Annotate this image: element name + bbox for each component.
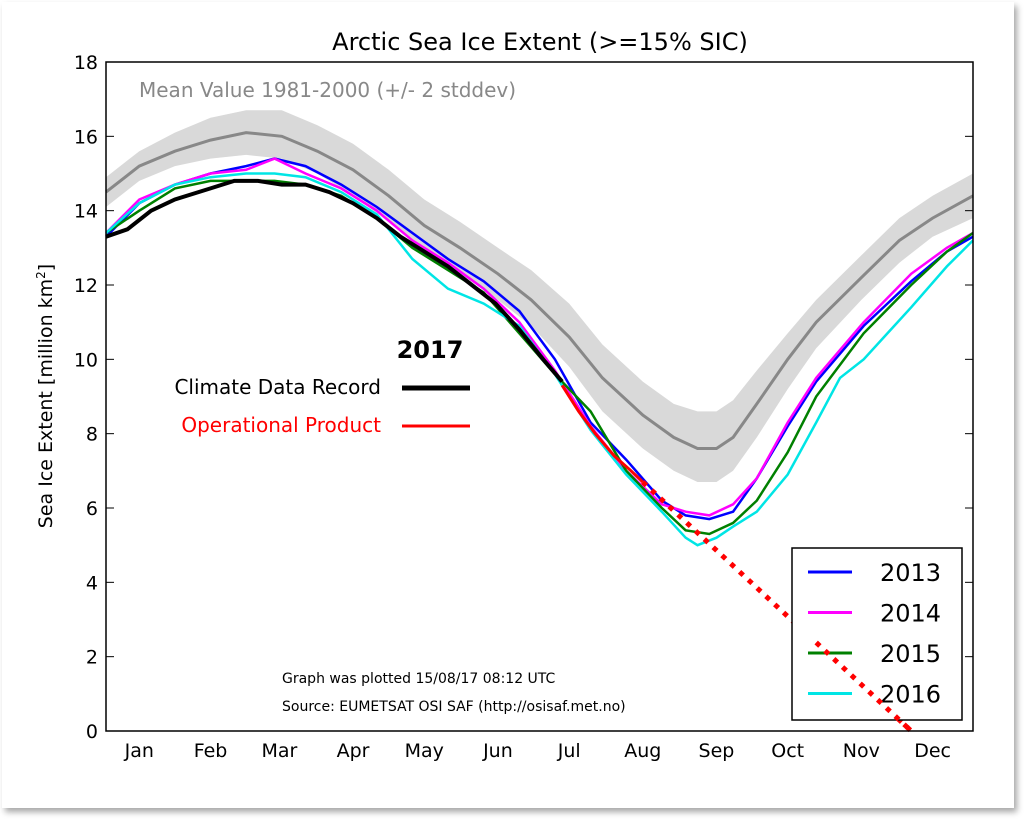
legend-label-2014: 2014 xyxy=(880,600,941,628)
x-tick-label: May xyxy=(405,740,444,762)
mean-stddev-band xyxy=(106,110,973,483)
x-tick-label: Feb xyxy=(194,740,228,762)
chart-title: Arctic Sea Ice Extent (>=15% SIC) xyxy=(332,28,748,56)
plot-area-border xyxy=(105,61,974,732)
legend-label-2013: 2013 xyxy=(880,559,941,587)
y-tick-label: 10 xyxy=(74,349,98,371)
y-axis-label-text: Sea Ice Extent [million km xyxy=(35,279,57,528)
series-layer xyxy=(105,157,974,733)
legend-label-2015: 2015 xyxy=(880,640,941,668)
mean-line xyxy=(105,131,974,450)
mean-band-layer xyxy=(105,110,974,483)
y-tick-label: 12 xyxy=(74,275,98,297)
series-line-2016 xyxy=(105,172,974,547)
y-axis-label-superscript: 2 xyxy=(34,271,48,279)
y-tick-label: 14 xyxy=(74,201,98,223)
series-line-2017-cdr xyxy=(105,178,564,383)
y-tick-label: 0 xyxy=(86,721,98,743)
x-tick-label: Mar xyxy=(261,740,297,762)
series-line-2017-operational xyxy=(560,384,644,484)
x-tick-label: Apr xyxy=(337,740,370,762)
y-tick-label: 18 xyxy=(74,52,98,74)
x-tick-label: Aug xyxy=(624,740,661,762)
legend-label-2016: 2016 xyxy=(880,681,941,709)
x-tick-label: Nov xyxy=(843,740,880,762)
legend-2017-title: 2017 xyxy=(397,336,464,364)
legend-op-label: Operational Product xyxy=(181,413,381,437)
y-tick-label: 6 xyxy=(86,498,98,520)
y-tick-label: 16 xyxy=(74,126,98,148)
y-tick-label: 4 xyxy=(86,572,98,594)
y-axis-label: Sea Ice Extent [million km2] xyxy=(34,264,57,528)
x-axis: Jan Feb Mar Apr May Jun Jul Aug Sep Oct Nov Dec xyxy=(124,740,951,762)
y-tick-label: 2 xyxy=(86,647,98,669)
x-tick-label: Jul xyxy=(557,740,581,762)
legend-cdr-label: Climate Data Record xyxy=(174,375,381,399)
mean-value-label: Mean Value 1981-2000 (+/- 2 stddev) xyxy=(139,78,516,102)
x-tick-label: Sep xyxy=(699,740,735,762)
trend-projection-overlay xyxy=(814,640,913,733)
series-line-2013 xyxy=(105,157,974,521)
plot-notes: Graph was plotted 15/08/17 08:12 UTC Sou… xyxy=(282,671,626,715)
x-tick-label: Oct xyxy=(771,740,804,762)
legend-years: 2013 2014 2015 2016 xyxy=(791,547,963,733)
y-tick-label: 8 xyxy=(86,424,98,446)
y-axis-label-close: ] xyxy=(35,264,57,271)
source-note: Source: EUMETSAT OSI SAF (http://osisaf.… xyxy=(282,699,626,715)
legend-2017: 2017 Climate Data Record Operational Pro… xyxy=(174,336,470,437)
legend-box xyxy=(791,547,963,721)
y-axis: 0 2 4 6 8 10 12 14 16 18 xyxy=(74,52,973,743)
x-tick-label: Jan xyxy=(124,740,154,762)
x-tick-label: Jun xyxy=(482,740,513,762)
x-tick-label: Dec xyxy=(914,740,951,762)
trend-projection-line xyxy=(641,480,913,733)
plotted-date-note: Graph was plotted 15/08/17 08:12 UTC xyxy=(282,671,556,687)
